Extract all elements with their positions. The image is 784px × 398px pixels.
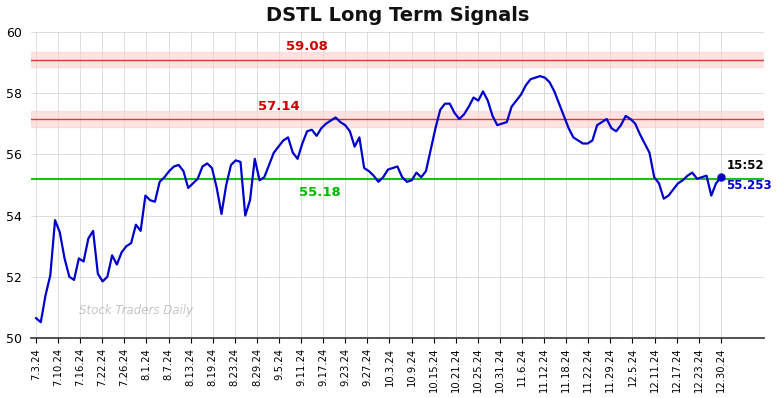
Text: Stock Traders Daily: Stock Traders Daily bbox=[79, 304, 193, 317]
Text: 59.08: 59.08 bbox=[285, 40, 328, 53]
Bar bbox=[31, 52, 764, 67]
Bar bbox=[31, 111, 764, 127]
Text: 15:52: 15:52 bbox=[727, 159, 764, 172]
Text: 55.18: 55.18 bbox=[299, 186, 341, 199]
Title: DSTL Long Term Signals: DSTL Long Term Signals bbox=[266, 6, 529, 25]
Text: 57.14: 57.14 bbox=[258, 100, 300, 113]
Text: 55.253: 55.253 bbox=[727, 179, 772, 192]
